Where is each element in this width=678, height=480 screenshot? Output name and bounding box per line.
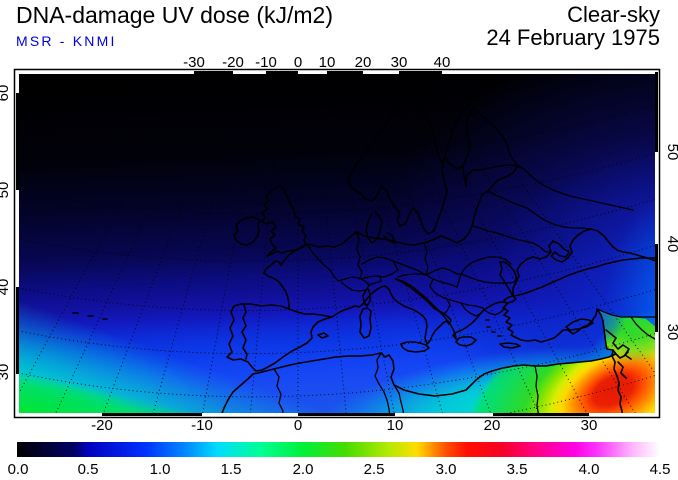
svg-text:2.5: 2.5 — [364, 461, 385, 478]
svg-text:4.5: 4.5 — [650, 461, 671, 478]
svg-text:0: 0 — [294, 417, 302, 434]
svg-text:10: 10 — [387, 417, 404, 434]
svg-text:0: 0 — [294, 54, 302, 71]
svg-text:0.0: 0.0 — [8, 461, 29, 478]
svg-text:-10: -10 — [255, 54, 277, 71]
svg-text:2.0: 2.0 — [293, 461, 314, 478]
svg-text:-30: -30 — [183, 54, 205, 71]
svg-text:0.5: 0.5 — [78, 461, 99, 478]
svg-text:-10: -10 — [191, 417, 213, 434]
svg-text:4.0: 4.0 — [579, 461, 600, 478]
svg-text:20: 20 — [484, 417, 501, 434]
svg-text:30: 30 — [581, 417, 598, 434]
svg-text:30: 30 — [391, 54, 408, 71]
svg-text:40: 40 — [664, 236, 678, 253]
svg-text:3.5: 3.5 — [507, 461, 528, 478]
svg-text:1.0: 1.0 — [150, 461, 171, 478]
svg-text:40: 40 — [434, 54, 451, 71]
svg-text:50: 50 — [0, 182, 12, 199]
svg-text:60: 60 — [0, 85, 12, 102]
svg-text:40: 40 — [0, 279, 12, 296]
svg-text:50: 50 — [664, 144, 678, 161]
svg-text:3.0: 3.0 — [436, 461, 457, 478]
svg-text:-20: -20 — [222, 54, 244, 71]
svg-text:10: 10 — [319, 54, 336, 71]
svg-text:30: 30 — [664, 324, 678, 341]
svg-text:30: 30 — [0, 364, 12, 381]
svg-text:-20: -20 — [91, 417, 113, 434]
svg-text:1.5: 1.5 — [221, 461, 242, 478]
svg-text:20: 20 — [355, 54, 372, 71]
